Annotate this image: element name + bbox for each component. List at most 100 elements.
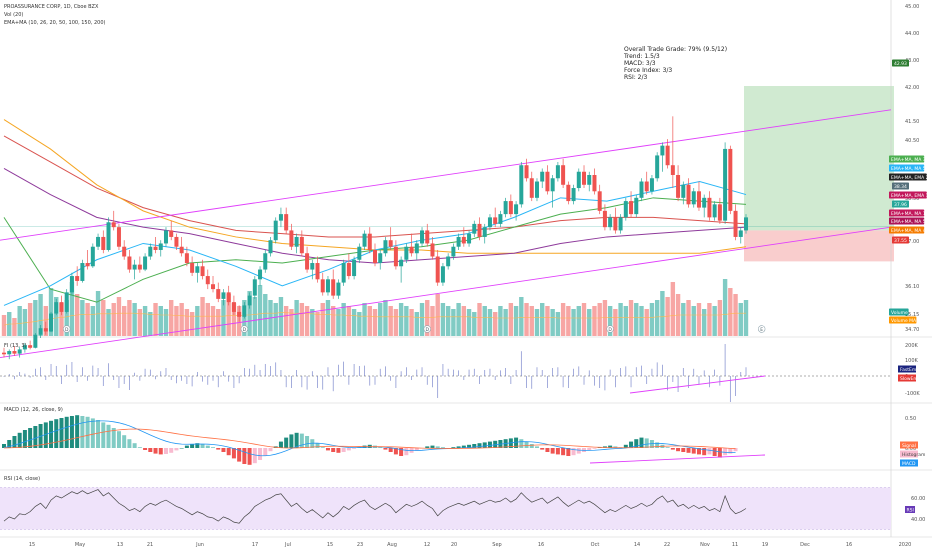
macd-histogram-bar	[294, 432, 299, 448]
macd-histogram-bar	[571, 448, 576, 456]
macd-histogram-bar	[461, 445, 466, 448]
volume-bar	[195, 306, 200, 336]
price-tick-label: 44.00	[905, 31, 919, 37]
volume-bar	[524, 303, 529, 336]
volume-bar	[712, 306, 717, 336]
volume-bar	[273, 303, 278, 336]
price-tag-label: EMA+MA, EMA 1	[891, 193, 929, 199]
volume-bar	[257, 285, 263, 336]
macd-histogram-bar	[17, 432, 22, 448]
macd-histogram-bar	[184, 445, 189, 448]
candle-body	[153, 246, 158, 250]
macd-histogram-bar	[247, 448, 252, 465]
time-tick-label: May	[75, 542, 85, 548]
volume-bar	[210, 306, 216, 336]
event-marker	[606, 325, 614, 333]
candle-body	[592, 175, 597, 192]
volume-bar	[743, 300, 749, 336]
macd-tick-label: 0.50	[905, 416, 916, 422]
time-tick-label: 22	[664, 542, 670, 548]
candle-body	[237, 311, 242, 317]
volume-bar	[540, 303, 545, 336]
candle-body	[69, 276, 74, 293]
candle-body	[49, 313, 54, 332]
volume-bar	[294, 300, 299, 336]
volume-bar	[477, 303, 482, 336]
candle-body	[467, 233, 472, 244]
macd-histogram-bar	[550, 448, 555, 454]
macd-histogram-bar	[414, 448, 419, 451]
macd-histogram-bar	[205, 445, 210, 448]
macd-histogram-bar	[514, 437, 519, 448]
volume-bar	[398, 303, 404, 336]
volume-bar	[498, 306, 503, 336]
macd-histogram-bar	[686, 448, 691, 453]
candle-body	[122, 246, 127, 257]
price-tag-label: EMA+MA, MA 5	[891, 219, 926, 225]
macd-histogram-bar	[106, 424, 111, 448]
macd-histogram-bar	[670, 448, 675, 450]
candle-body	[681, 184, 686, 198]
candle-body	[216, 289, 221, 299]
event-label: D	[608, 327, 612, 333]
macd-histogram-bar	[561, 448, 566, 456]
candle-body	[519, 165, 524, 205]
candle-body	[221, 292, 226, 299]
macd-histogram-bar	[613, 446, 618, 448]
macd-histogram-bar	[540, 448, 545, 450]
candle-body	[686, 184, 691, 205]
event-label: D	[243, 327, 247, 333]
volume-bar	[639, 306, 644, 336]
macd-histogram-bar	[143, 448, 148, 450]
macd-histogram-bar	[305, 436, 310, 448]
candle-body	[738, 230, 743, 237]
candle-body	[336, 282, 341, 296]
event-marker	[757, 325, 766, 333]
macd-histogram-bar	[456, 446, 461, 448]
signal-line	[3, 428, 736, 450]
volume-bar	[623, 306, 629, 336]
stop-zone	[744, 230, 894, 262]
macd-histogram-bar	[576, 448, 581, 454]
candle-body	[404, 246, 409, 260]
candle-body	[315, 263, 320, 280]
macd-histogram-bar	[137, 447, 142, 448]
rsi-band	[0, 487, 891, 530]
macd-histogram-bar	[33, 426, 38, 448]
macd-histogram-bar	[127, 439, 132, 448]
volume-bar	[59, 303, 64, 336]
macd-histogram-bar	[75, 415, 80, 448]
price-tag	[889, 316, 917, 324]
macd-histogram-bar	[289, 434, 294, 448]
macd-histogram-bar	[545, 448, 550, 452]
time-tick-label: 23	[357, 542, 363, 548]
macd-histogram-bar	[336, 448, 341, 453]
fi-tag	[898, 374, 916, 382]
candle-body	[472, 223, 477, 234]
candle-body	[696, 191, 701, 208]
candle-body	[440, 266, 445, 283]
volume-bar	[283, 306, 289, 336]
candle-body	[284, 214, 289, 231]
time-tick-label: Dec	[800, 542, 810, 548]
volume-bar	[691, 306, 696, 336]
candle-body	[618, 217, 623, 231]
macd-histogram-bar	[231, 448, 236, 459]
volume-bar	[707, 303, 712, 336]
macd-histogram-bar	[59, 418, 64, 448]
candle-body	[378, 253, 383, 264]
volume-bar	[472, 312, 477, 336]
fi-tag	[898, 365, 916, 373]
volume-layer	[1, 279, 749, 336]
volume-bar	[1, 315, 7, 336]
candle-body	[28, 345, 33, 348]
candle-body	[435, 256, 440, 283]
candle-body	[127, 256, 132, 270]
time-tick-label: 14	[634, 542, 640, 548]
volume-bar	[367, 306, 372, 336]
candle-body	[273, 220, 278, 241]
volume-bar	[54, 297, 59, 336]
macd-histogram-bar	[190, 444, 195, 448]
candle-body	[90, 246, 95, 267]
